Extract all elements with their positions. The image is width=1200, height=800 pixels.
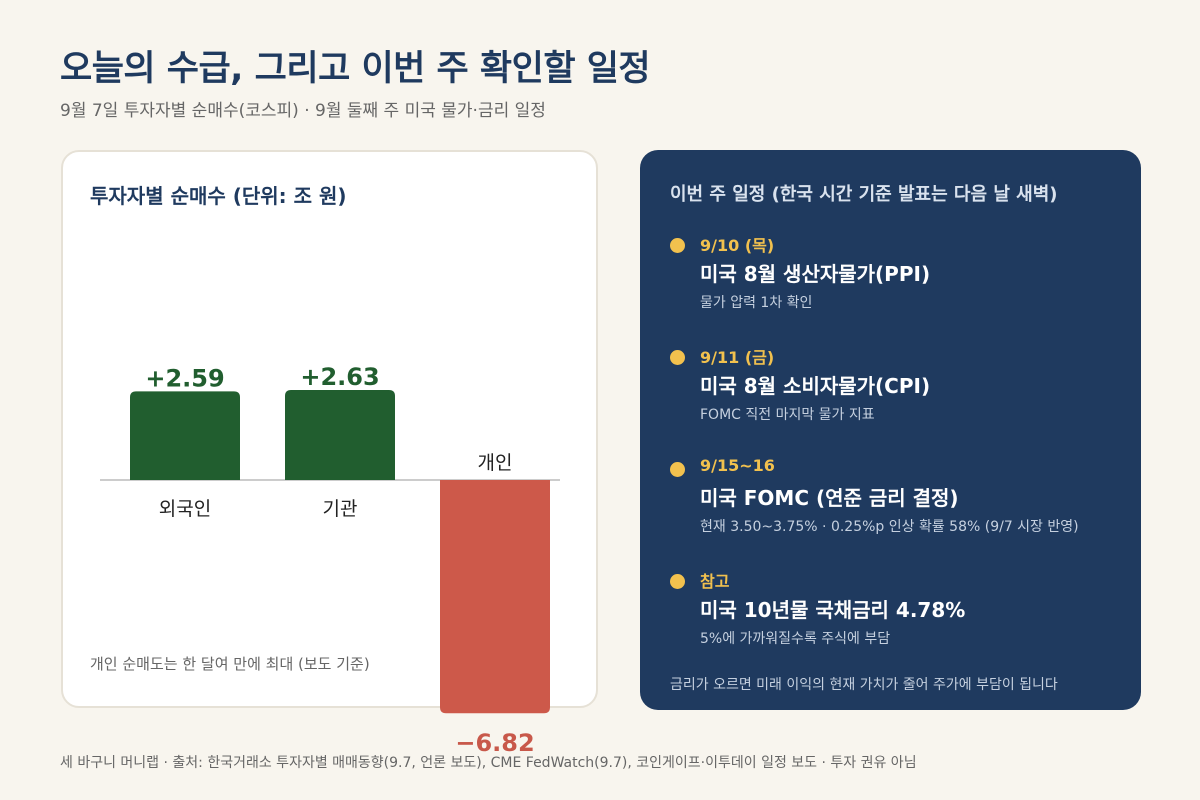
bullet-dot-icon — [670, 462, 685, 477]
bar-3 — [440, 480, 550, 714]
chart-title: 투자자별 순매수 (단위: 조 원) — [90, 184, 347, 208]
event-date: 9/15~16 — [700, 456, 775, 475]
footer-source: 세 바구니 머니랩 · 출처: 한국거래소 투자자별 매매동향(9.7, 언론 … — [60, 755, 917, 771]
bar-value-label: +2.59 — [145, 364, 224, 392]
event-name: 미국 8월 소비자물가(CPI) — [700, 374, 931, 398]
category-label: 기관 — [323, 498, 358, 520]
event-desc: 현재 3.50~3.75% · 0.25%p 인상 확률 58% (9/7 시장… — [700, 519, 1079, 535]
page-title: 오늘의 수급, 그리고 이번 주 확인할 일정 — [60, 49, 651, 89]
event-name: 미국 FOMC (연준 금리 결정) — [700, 486, 959, 510]
schedule-note: 금리가 오르면 미래 이익의 현재 가치가 줄어 주가에 부담이 됩니다 — [670, 677, 1058, 693]
event-name: 미국 8월 생산자물가(PPI) — [700, 262, 931, 286]
bar-2 — [285, 390, 395, 480]
event-desc: 5%에 가까워질수록 주식에 부담 — [700, 631, 891, 647]
event-name: 미국 10년물 국채금리 4.78% — [700, 598, 966, 622]
event-date: 참고 — [700, 572, 730, 591]
schedule-title: 이번 주 일정 (한국 시간 기준 발표는 다음 날 새벽) — [670, 184, 1058, 205]
event-date: 9/11 (금) — [700, 348, 775, 367]
bar-value-label: +2.63 — [300, 363, 379, 391]
event-desc: 물가 압력 1차 확인 — [700, 295, 813, 311]
bullet-dot-icon — [670, 350, 685, 365]
bullet-dot-icon — [670, 574, 685, 589]
bar-1 — [130, 391, 240, 480]
category-label: 외국인 — [159, 498, 211, 520]
event-date: 9/10 (목) — [700, 236, 775, 255]
chart-note: 개인 순매도는 한 달여 만에 최대 (보도 기준) — [90, 655, 370, 673]
bullet-dot-icon — [670, 238, 685, 253]
event-desc: FOMC 직전 마지막 물가 지표 — [700, 407, 875, 423]
bar-value-label: −6.82 — [455, 729, 534, 757]
schedule-panel — [640, 150, 1141, 710]
page-subtitle: 9월 7일 투자자별 순매수(코스피) · 9월 둘째 주 미국 물가·금리 일… — [60, 101, 546, 121]
category-label: 개인 — [478, 452, 513, 474]
